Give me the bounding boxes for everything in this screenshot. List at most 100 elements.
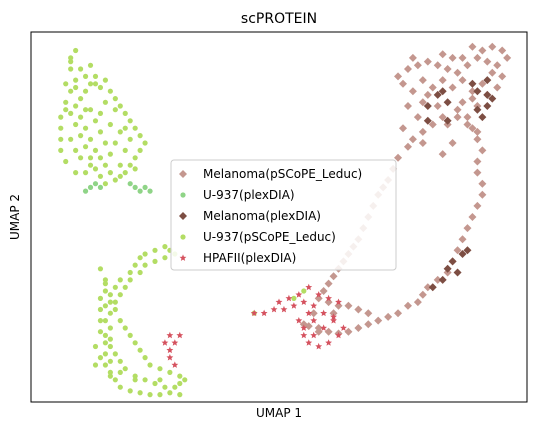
data-point — [78, 66, 84, 72]
data-point — [97, 295, 104, 301]
data-point — [413, 113, 422, 122]
legend-entry-u937-pscope: U-937(pSCoPE_Leduc) — [180, 230, 336, 244]
data-point — [73, 103, 79, 109]
data-point — [448, 257, 457, 266]
data-point — [364, 320, 373, 329]
data-point — [58, 125, 64, 131]
data-point — [418, 98, 427, 107]
data-point — [493, 83, 502, 92]
data-point — [87, 81, 94, 87]
data-point — [137, 390, 143, 396]
data-point — [166, 331, 174, 339]
data-point — [309, 309, 318, 318]
data-point — [97, 318, 104, 324]
data-point — [478, 113, 487, 122]
legend-label: U-937(plexDIA) — [203, 188, 295, 202]
data-point — [92, 166, 99, 172]
data-point — [63, 81, 69, 87]
legend-label: Melanoma(pSCoPE_Leduc) — [203, 167, 362, 181]
data-point — [122, 366, 128, 372]
data-point — [483, 102, 492, 110]
data-point — [127, 388, 133, 394]
data-point — [463, 224, 472, 233]
data-point — [117, 129, 123, 135]
data-point — [473, 157, 482, 166]
data-point — [463, 120, 472, 129]
data-point — [112, 306, 118, 313]
data-point — [418, 76, 427, 85]
data-point — [78, 133, 84, 139]
data-point — [433, 61, 442, 70]
data-point — [92, 81, 99, 87]
data-point — [73, 170, 79, 176]
data-point — [305, 339, 313, 346]
data-point — [97, 355, 104, 361]
data-point — [112, 299, 118, 305]
legend-marker — [180, 234, 186, 240]
x-axis-label: UMAP 1 — [256, 406, 302, 420]
data-point — [418, 139, 427, 147]
legend-entry-hpafii-plexdia: HPAFII(plexDIA) — [179, 251, 296, 265]
data-point — [324, 327, 333, 336]
data-point — [354, 324, 363, 332]
data-point — [152, 258, 158, 264]
data-point — [483, 57, 492, 66]
data-point — [68, 55, 74, 61]
data-point — [142, 251, 148, 257]
data-point — [394, 153, 403, 162]
data-point — [473, 168, 482, 177]
data-point — [107, 358, 113, 364]
data-point — [438, 150, 447, 159]
data-point — [117, 103, 123, 109]
data-point — [330, 317, 337, 324]
data-point — [117, 277, 123, 283]
data-point — [82, 125, 89, 131]
data-point — [162, 384, 168, 390]
data-point — [498, 46, 507, 55]
series-1 — [82, 181, 153, 194]
data-point — [166, 346, 174, 354]
data-point — [102, 181, 108, 187]
legend-entry-melanoma-plexdia: Melanoma(plexDIA) — [179, 209, 321, 223]
data-point — [458, 235, 467, 244]
data-point — [468, 42, 477, 51]
data-point — [107, 88, 113, 94]
data-point — [463, 246, 472, 255]
data-point — [117, 292, 123, 298]
data-point — [300, 331, 308, 339]
data-point — [478, 179, 487, 188]
data-point — [403, 142, 412, 151]
data-point — [147, 392, 153, 398]
legend-marker — [180, 192, 186, 198]
data-point — [107, 369, 113, 375]
data-point — [132, 373, 138, 379]
data-point — [117, 162, 123, 168]
data-point — [102, 351, 108, 357]
data-point — [97, 184, 104, 190]
data-point — [344, 301, 353, 310]
data-point — [177, 373, 183, 379]
data-point — [132, 262, 138, 268]
data-point — [92, 118, 99, 124]
data-point — [142, 140, 148, 146]
data-point — [335, 298, 342, 306]
data-point — [122, 125, 128, 131]
data-point — [157, 377, 163, 383]
data-point — [473, 135, 482, 144]
data-point — [137, 188, 143, 194]
data-point — [112, 377, 118, 383]
data-point — [137, 347, 143, 353]
data-point — [117, 384, 123, 390]
data-point — [310, 317, 318, 324]
data-point — [137, 132, 143, 139]
data-point — [107, 299, 113, 305]
data-point — [453, 268, 462, 277]
data-point — [423, 57, 432, 66]
data-point — [260, 309, 268, 317]
data-point — [147, 362, 153, 368]
data-point — [92, 343, 99, 350]
data-point — [157, 366, 163, 372]
data-point — [132, 155, 138, 161]
data-point — [335, 331, 342, 339]
data-point — [87, 62, 94, 68]
